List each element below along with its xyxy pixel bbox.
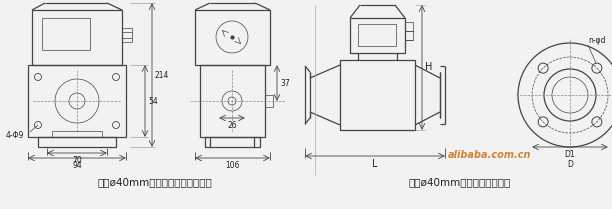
Text: 37: 37 <box>280 79 289 88</box>
Text: 26: 26 <box>227 121 237 130</box>
Bar <box>42 18 90 50</box>
Bar <box>340 60 415 130</box>
Bar <box>205 137 260 147</box>
Bar <box>350 18 405 53</box>
Text: H: H <box>425 62 432 73</box>
Text: 94: 94 <box>72 161 82 170</box>
Text: n-φd: n-φd <box>588 36 605 45</box>
Text: D: D <box>567 160 573 169</box>
Bar <box>405 31 413 40</box>
Text: 通径ø40mm以下直接安装在管线上: 通径ø40mm以下直接安装在管线上 <box>98 177 212 187</box>
Text: 54: 54 <box>148 97 158 106</box>
Text: 4-Φ9: 4-Φ9 <box>6 130 24 139</box>
Text: 70: 70 <box>72 156 82 165</box>
Bar <box>28 65 126 137</box>
Text: L: L <box>372 159 378 169</box>
Bar <box>32 10 122 65</box>
Bar <box>200 65 265 137</box>
Bar <box>358 53 397 60</box>
Bar <box>195 10 270 65</box>
Text: 214: 214 <box>155 70 170 79</box>
Bar <box>405 22 413 31</box>
Bar <box>358 24 396 46</box>
Text: D1: D1 <box>565 150 575 159</box>
Text: 106: 106 <box>225 161 240 170</box>
Bar <box>122 28 132 42</box>
Bar <box>38 137 116 147</box>
Text: alibaba.com.cn: alibaba.com.cn <box>448 150 532 160</box>
Text: 通径ø40mm以上采用夫三连接: 通径ø40mm以上采用夫三连接 <box>409 177 511 187</box>
